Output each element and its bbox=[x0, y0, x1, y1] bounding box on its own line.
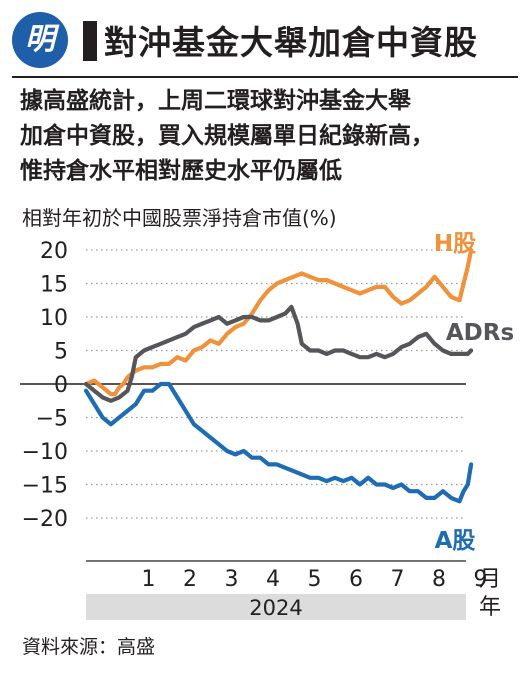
y-tick-label: −20 bbox=[22, 507, 68, 532]
x-tick-label: 1 bbox=[142, 567, 156, 592]
x-tick-label: 9 bbox=[474, 567, 488, 592]
logo-badge: 明 bbox=[12, 12, 68, 68]
y-tick-label: 0 bbox=[54, 373, 68, 398]
series-label: ADRs bbox=[446, 320, 514, 346]
series-line bbox=[83, 381, 474, 504]
y-axis-label: 相對年初於中國股票淨持倉市值(%) bbox=[22, 206, 337, 230]
y-tick-label: −5 bbox=[36, 407, 68, 432]
x-tick-label: 4 bbox=[266, 567, 280, 592]
title-divider bbox=[12, 76, 518, 78]
year-unit: 年 bbox=[479, 595, 501, 620]
title-accent-bar bbox=[83, 21, 97, 61]
y-tick-label: 20 bbox=[40, 239, 68, 264]
series-label: A股 bbox=[435, 528, 476, 554]
x-unit-label: 月 bbox=[479, 567, 501, 592]
subtitle-line-2: 加倉中資股，買入規模屬單日紀錄新高， bbox=[20, 123, 434, 149]
y-tick-label: −10 bbox=[22, 440, 68, 465]
header: 明 對沖基金大舉加倉中資股 bbox=[0, 0, 530, 76]
x-tick-label: 8 bbox=[432, 567, 446, 592]
series-line bbox=[83, 304, 474, 403]
x-tick-label: 5 bbox=[308, 567, 322, 592]
series-label: H股 bbox=[434, 231, 476, 257]
y-tick-label: 15 bbox=[40, 273, 68, 298]
x-tick-label: 3 bbox=[225, 567, 239, 592]
chart-title: 對沖基金大舉加倉中資股 bbox=[104, 23, 478, 62]
logo-text: 明 bbox=[25, 22, 55, 57]
subtitle: 據高盛統計，上周二環球對沖基金大舉 加倉中資股，買入規模屬單日紀錄新高， 惟持倉… bbox=[20, 84, 520, 189]
x-tick-label: 7 bbox=[391, 567, 405, 592]
series-line bbox=[83, 247, 474, 397]
x-tick-label: 6 bbox=[349, 567, 363, 592]
y-tick-label: −15 bbox=[22, 474, 68, 499]
year-band bbox=[86, 594, 466, 620]
y-tick-label: 10 bbox=[40, 306, 68, 331]
y-tick-label: 5 bbox=[54, 340, 68, 365]
subtitle-line-3: 惟持倉水平相對歷史水平仍屬低 bbox=[20, 158, 342, 184]
subtitle-line-1: 據高盛統計，上周二環球對沖基金大舉 bbox=[20, 88, 411, 114]
source-note: 資料來源：高盛 bbox=[22, 636, 156, 658]
year-label: 2024 bbox=[249, 596, 302, 620]
x-tick-label: 2 bbox=[183, 567, 197, 592]
